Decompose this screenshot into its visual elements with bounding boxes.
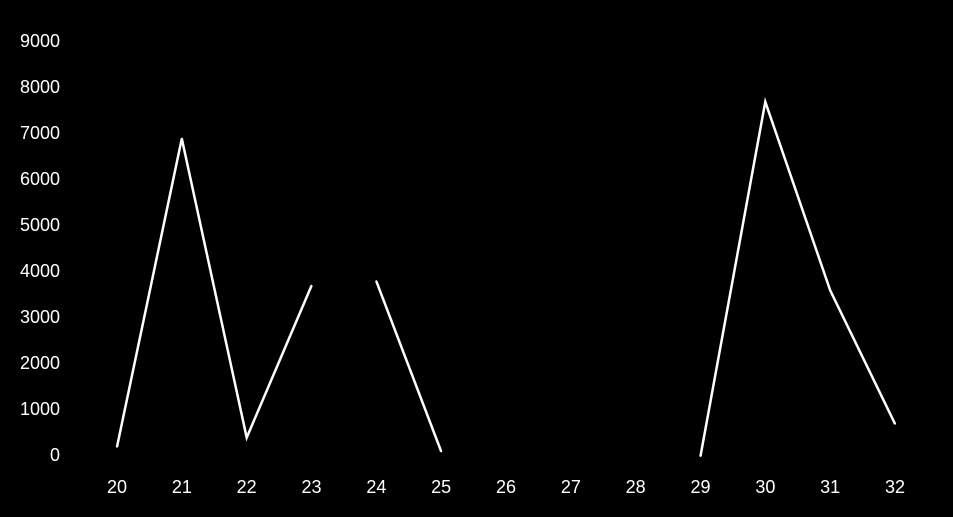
data-point [764, 100, 767, 103]
x-axis: 20 21 22 23 24 25 26 27 28 29 30 31 32 [107, 477, 905, 497]
series-line-segment [115, 138, 313, 448]
data-point [440, 450, 443, 453]
x-tick-label: 24 [366, 477, 386, 497]
x-tick-label: 23 [301, 477, 321, 497]
y-tick-label: 3000 [20, 307, 60, 327]
x-tick-label: 27 [561, 477, 581, 497]
data-point [180, 137, 183, 140]
data-point [310, 284, 313, 287]
plot-area [115, 96, 897, 457]
y-tick-label: 6000 [20, 169, 60, 189]
x-tick-label: 21 [172, 477, 192, 497]
series-line-segment [699, 96, 897, 457]
x-tick-label: 31 [820, 477, 840, 497]
data-point [829, 289, 832, 292]
x-tick-label: 28 [626, 477, 646, 497]
y-tick-label: 2000 [20, 353, 60, 373]
data-point [245, 436, 248, 439]
y-tick-label: 9000 [20, 31, 60, 51]
y-tick-label: 1000 [20, 399, 60, 419]
x-tick-label: 25 [431, 477, 451, 497]
x-tick-label: 30 [755, 477, 775, 497]
y-tick-label: 7000 [20, 123, 60, 143]
data-point [375, 280, 378, 283]
y-axis: 0 1000 2000 3000 4000 5000 6000 7000 8000 9000 [20, 31, 60, 465]
data-point [894, 422, 896, 425]
x-tick-label: 29 [690, 477, 710, 497]
x-tick-label: 20 [107, 477, 127, 497]
x-tick-label: 26 [496, 477, 516, 497]
y-tick-label: 5000 [20, 215, 60, 235]
data-point [699, 455, 702, 457]
x-tick-label: 22 [237, 477, 257, 497]
series-line-segment [375, 280, 443, 452]
y-tick-label: 4000 [20, 261, 60, 281]
y-tick-label: 0 [50, 445, 60, 465]
y-tick-label: 8000 [20, 77, 60, 97]
data-point [116, 445, 118, 448]
x-tick-label: 32 [885, 477, 905, 497]
